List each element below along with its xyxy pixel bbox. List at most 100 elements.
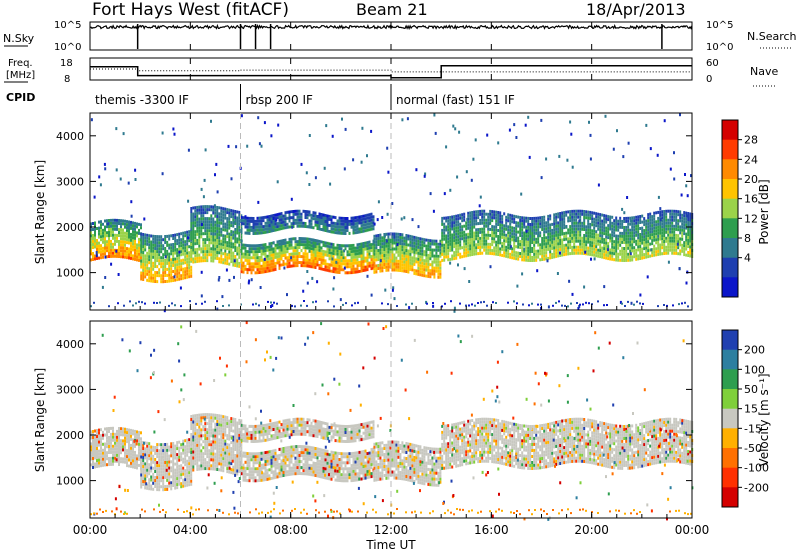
echo-cell xyxy=(254,265,257,269)
echo-cell xyxy=(358,260,361,264)
echo-cell xyxy=(244,264,247,268)
echo-cell xyxy=(681,216,684,220)
echo-cell xyxy=(114,239,116,243)
echo-cell xyxy=(222,225,225,229)
echo-cell xyxy=(479,227,482,231)
echo-cell xyxy=(501,229,504,233)
echo-cell xyxy=(166,472,169,476)
echo-cell xyxy=(443,234,446,238)
echo-cell xyxy=(236,246,239,250)
echo-cell xyxy=(300,221,303,225)
echo-cell xyxy=(344,259,347,263)
echo-cell xyxy=(206,223,209,227)
echo-cell xyxy=(364,214,367,218)
echo-cell xyxy=(397,247,400,251)
scatter-point xyxy=(331,134,334,138)
echo-cell xyxy=(360,242,363,246)
echo-cell xyxy=(411,250,414,254)
echo-cell xyxy=(182,276,185,280)
echo-cell xyxy=(316,227,319,230)
echo-cell xyxy=(148,478,151,482)
scatter-point xyxy=(361,126,364,130)
echo-cell xyxy=(356,270,359,274)
echo-cell xyxy=(493,237,496,241)
echo-cell xyxy=(124,448,126,452)
echo-cell xyxy=(180,259,183,263)
echo-cell xyxy=(419,252,422,256)
echo-cell xyxy=(519,222,522,225)
echo-cell xyxy=(102,433,104,437)
scatter-point xyxy=(520,192,523,196)
scatter-point xyxy=(656,153,659,157)
echo-cell xyxy=(523,222,526,226)
echo-cell xyxy=(441,216,444,220)
echo-cell xyxy=(354,225,357,229)
echo-cell xyxy=(158,473,161,477)
echo-cell xyxy=(543,233,546,237)
echo-cell xyxy=(665,230,668,234)
near-range-point xyxy=(528,304,530,307)
echo-cell xyxy=(240,243,243,247)
scatter-point xyxy=(379,259,382,263)
echo-cell xyxy=(655,253,658,257)
echo-cell xyxy=(300,212,303,216)
echo-cell xyxy=(537,225,540,229)
echo-cell xyxy=(100,253,102,257)
scatter-point xyxy=(127,181,130,185)
echo-cell xyxy=(152,487,155,491)
echo-cell xyxy=(260,228,263,232)
echo-cell xyxy=(312,253,315,257)
echo-cell xyxy=(254,262,257,266)
scatter-point xyxy=(622,155,625,159)
echo-cell xyxy=(553,240,556,244)
echo-cell xyxy=(559,236,562,239)
echo-cell xyxy=(96,429,98,432)
echo-cell xyxy=(222,237,225,241)
echo-cell xyxy=(493,240,496,244)
echo-cell xyxy=(294,249,297,253)
echo-cell xyxy=(607,257,610,261)
echo-cell xyxy=(657,234,660,238)
echo-cell xyxy=(439,272,442,276)
echo-cell xyxy=(557,233,560,237)
echo-cell xyxy=(104,451,106,455)
echo-cell xyxy=(318,212,321,216)
echo-cell xyxy=(639,251,642,254)
echo-cell xyxy=(194,209,197,213)
scatter-point xyxy=(272,241,275,245)
echo-cell xyxy=(471,253,474,256)
echo-cell xyxy=(120,442,122,446)
echo-cell xyxy=(130,449,132,453)
echo-cell xyxy=(254,271,257,275)
echo-cell xyxy=(449,227,452,231)
echo-cell xyxy=(481,212,484,216)
echo-cell xyxy=(152,454,155,458)
echo-cell xyxy=(579,224,582,228)
scatter-point xyxy=(325,124,328,128)
echo-cell xyxy=(190,231,193,234)
echo-cell xyxy=(314,217,317,221)
near-range-point xyxy=(327,300,329,303)
echo-cell xyxy=(92,243,94,246)
echo-cell xyxy=(549,238,552,242)
echo-cell xyxy=(156,259,159,263)
echo-cell xyxy=(264,270,267,274)
echo-cell xyxy=(352,243,355,247)
echo-cell xyxy=(208,208,211,212)
echo-cell xyxy=(467,241,470,245)
echo-cell xyxy=(256,231,259,235)
echo-cell xyxy=(417,269,420,273)
echo-cell xyxy=(140,253,143,257)
echo-cell xyxy=(383,242,386,245)
echo-cell xyxy=(352,255,355,259)
echo-cell xyxy=(196,208,199,212)
echo-cell xyxy=(108,234,110,237)
echo-cell xyxy=(148,252,151,256)
echo-cell xyxy=(352,252,355,256)
echo-cell xyxy=(647,255,650,259)
echo-cell xyxy=(292,213,295,216)
echo-cell xyxy=(332,267,335,271)
echo-cell xyxy=(214,250,217,254)
echo-cell xyxy=(104,427,106,431)
echo-cell xyxy=(597,218,600,222)
